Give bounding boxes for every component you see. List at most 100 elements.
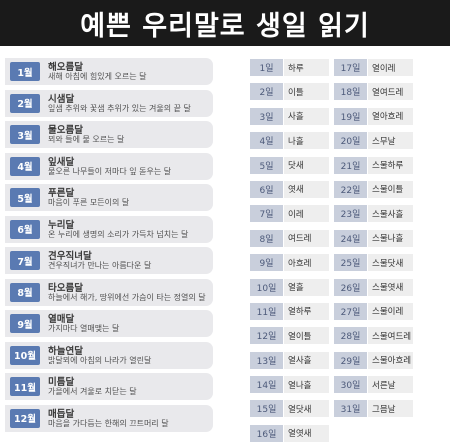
month-number-badge: 9월 xyxy=(10,314,40,333)
month-description: 마음이 푸른 모든이의 달 xyxy=(48,198,130,207)
day-number: 13일 xyxy=(250,351,283,369)
day-name: 서른날 xyxy=(368,376,413,394)
day-name: 열여드레 xyxy=(368,83,413,101)
day-item: 9일 아흐레 xyxy=(250,252,332,276)
day-item: 18일 열여드레 xyxy=(334,81,416,105)
month-item: 9월 열매달 가지마다 열매맺는 달 xyxy=(5,308,213,340)
day-item: 29일 스물아흐레 xyxy=(334,350,416,374)
month-name: 해오름달 xyxy=(48,62,83,73)
month-number-badge: 5월 xyxy=(10,188,40,207)
day-name: 스물하루 xyxy=(368,156,413,174)
day-number: 6일 xyxy=(250,180,283,198)
day-number: 2일 xyxy=(250,83,283,101)
day-item: 7일 이레 xyxy=(250,203,332,227)
day-number: 30일 xyxy=(334,376,367,394)
day-name: 이레 xyxy=(284,205,329,223)
day-item: 25일 스물닷새 xyxy=(334,252,416,276)
month-number-badge: 11월 xyxy=(10,377,40,396)
month-name: 미틈달 xyxy=(48,377,75,388)
day-item: 3일 사흘 xyxy=(250,106,332,130)
day-item: 10일 열흘 xyxy=(250,277,332,301)
day-name: 열엿새 xyxy=(284,424,329,442)
day-item: 11일 열하루 xyxy=(250,301,332,325)
day-name: 사흘 xyxy=(284,107,329,125)
day-number: 20일 xyxy=(334,132,367,150)
month-description: 가을에서 겨울로 치닫는 달 xyxy=(48,387,137,396)
month-description: 밝달뫼에 아침의 나라가 열린달 xyxy=(48,355,152,365)
month-name: 매듭달 xyxy=(48,408,75,420)
month-number-badge: 3월 xyxy=(10,125,40,144)
month-name: 잎새달 xyxy=(48,156,75,168)
day-number: 5일 xyxy=(250,156,283,174)
month-description: 하늘에서 해가, 땅위에선 가슴이 타는 정열의 달 xyxy=(48,292,206,302)
month-item: 8월 타오름달 하늘에서 해가, 땅위에선 가슴이 타는 정열의 달 xyxy=(5,277,213,309)
day-item: 8일 여드레 xyxy=(250,228,332,252)
day-name: 스무날 xyxy=(368,132,413,150)
day-name: 스물아흐레 xyxy=(368,351,413,369)
day-name: 스물여드레 xyxy=(368,327,413,345)
day-item: 21일 스물하루 xyxy=(334,155,416,179)
month-description: 물오른 나무들이 저마다 잎 돋우는 달 xyxy=(48,166,172,176)
month-number-badge: 6월 xyxy=(10,219,40,239)
day-number: 29일 xyxy=(334,351,367,369)
day-name: 여드레 xyxy=(284,229,329,247)
day-number: 25일 xyxy=(334,254,367,272)
day-name: 아흐레 xyxy=(284,254,329,272)
month-name: 누리달 xyxy=(48,219,75,231)
month-item: 7월 견우직녀달 견우직녀가 만나는 아름다운 달 xyxy=(5,245,213,277)
day-name: 이틀 xyxy=(284,83,329,101)
day-number: 27일 xyxy=(334,302,367,320)
month-number-badge: 7월 xyxy=(10,251,40,270)
month-list: 1월 해오름달 새해 아침에 힘있게 오르는 달 2월 시샘달 잎샘 추위와 꽃샘 추위가… xyxy=(5,56,213,434)
month-item: 11월 미틈달 가을에서 겨울로 치닫는 달 xyxy=(5,371,213,403)
day-item: 14일 열나흘 xyxy=(250,374,332,398)
day-item: 1일 하루 xyxy=(250,57,332,81)
day-name: 닷새 xyxy=(284,156,329,174)
day-name: 열닷새 xyxy=(284,400,329,418)
month-item: 2월 시샘달 잎샘 추위와 꽃샘 추위가 있는 겨울의 끝 달 xyxy=(5,88,213,120)
day-item: 13일 열사흘 xyxy=(250,350,332,374)
day-item: 22일 스물이틀 xyxy=(334,179,416,203)
month-item: 4월 잎새달 물오른 나무들이 저마다 잎 돋우는 달 xyxy=(5,151,213,183)
month-item: 5월 푸른달 마음이 푸른 모든이의 달 xyxy=(5,182,213,214)
month-name: 열매달 xyxy=(48,314,75,325)
month-number-badge: 12월 xyxy=(10,408,40,428)
month-description: 잎샘 추위와 꽃샘 추위가 있는 겨울의 끝 달 xyxy=(48,103,191,113)
day-item: 4일 나흘 xyxy=(250,130,332,154)
day-item: 5일 닷새 xyxy=(250,155,332,179)
day-name: 열흘 xyxy=(284,278,329,296)
month-description: 뫼와 들에 물 오르는 달 xyxy=(48,135,125,144)
month-name: 푸른달 xyxy=(48,188,75,199)
month-description: 새해 아침에 힘있게 오르는 달 xyxy=(48,72,147,81)
month-number-badge: 10월 xyxy=(10,345,40,365)
month-number-badge: 4월 xyxy=(10,156,40,176)
day-name: 스물엿새 xyxy=(368,278,413,296)
day-item: 28일 스물여드레 xyxy=(334,325,416,349)
month-item: 1월 해오름달 새해 아침에 힘있게 오르는 달 xyxy=(5,56,213,88)
day-number: 10일 xyxy=(250,278,283,296)
day-number: 11일 xyxy=(250,302,283,320)
day-number: 9일 xyxy=(250,254,283,272)
day-number: 14일 xyxy=(250,376,283,394)
day-name: 스물이틀 xyxy=(368,180,413,198)
day-item: 30일 서른날 xyxy=(334,374,416,398)
day-item: 31일 그믐날 xyxy=(334,398,416,422)
day-item: 19일 열아흐레 xyxy=(334,106,416,130)
day-number: 28일 xyxy=(334,327,367,345)
day-number: 22일 xyxy=(334,180,367,198)
day-name: 열나흘 xyxy=(284,376,329,394)
page-title: 예쁜 우리말로 생일 읽기 xyxy=(0,0,450,46)
day-number: 26일 xyxy=(334,278,367,296)
day-name: 하루 xyxy=(284,59,329,76)
day-number: 17일 xyxy=(334,59,367,76)
day-name: 열아흐레 xyxy=(368,107,413,125)
day-item: 16일 열엿새 xyxy=(250,423,332,447)
day-number: 1일 xyxy=(250,59,283,76)
day-name: 스물사흘 xyxy=(368,205,413,223)
day-item: 6일 엿새 xyxy=(250,179,332,203)
day-name: 열사흘 xyxy=(284,351,329,369)
day-number: 12일 xyxy=(250,327,283,345)
day-name: 스물닷새 xyxy=(368,254,413,272)
day-number: 4일 xyxy=(250,132,283,150)
day-item: 23일 스물사흘 xyxy=(334,203,416,227)
